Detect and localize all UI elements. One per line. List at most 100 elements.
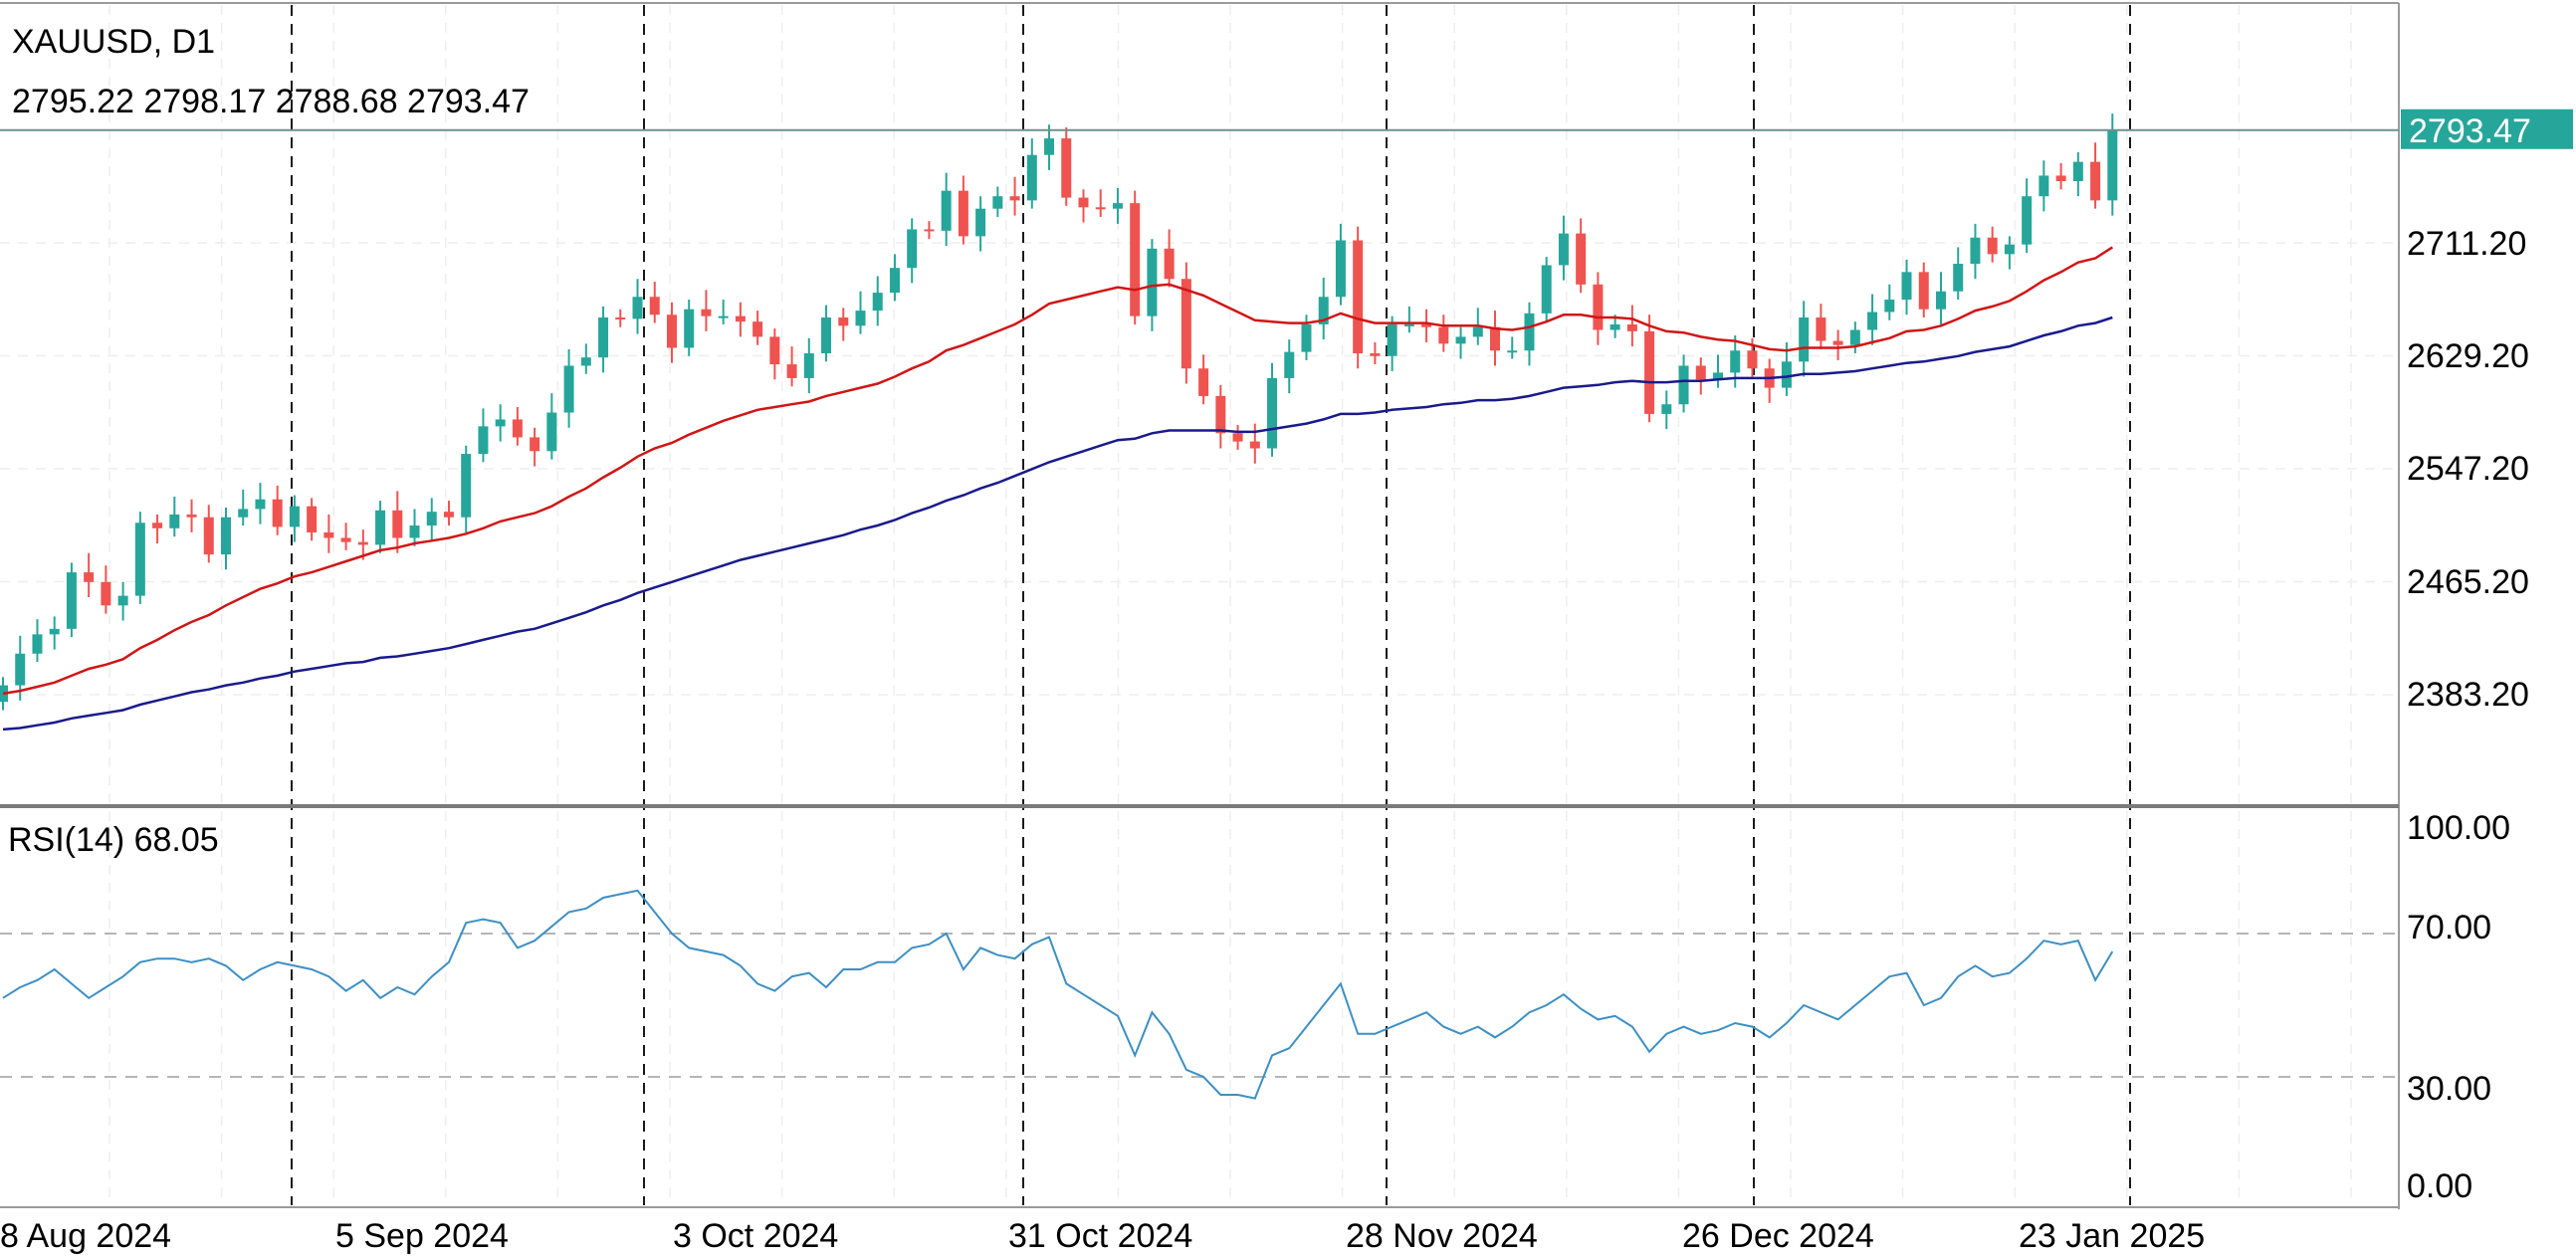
time-label: 8 Aug 2024 (0, 1217, 171, 1254)
bullish-candle (255, 499, 266, 510)
bullish-candle (1455, 336, 1466, 344)
rsi-line (2, 889, 2114, 1100)
ma-slow-line (2, 315, 2113, 732)
bearish-candle (958, 190, 968, 237)
time-label: 23 Jan 2025 (2019, 1217, 2205, 1254)
bearish-candle (1249, 441, 1260, 449)
bearish-candle (735, 315, 746, 322)
grid-lines (0, 5, 2399, 1205)
bullish-candle (1472, 326, 1483, 337)
moving-averages (2, 246, 2113, 732)
bearish-candle (924, 229, 935, 232)
bullish-candle (1970, 237, 1981, 265)
bearish-candle (272, 499, 283, 527)
bearish-candle (203, 517, 214, 555)
bullish-candle (1403, 323, 1414, 326)
bearish-candle (1576, 233, 1587, 285)
bearish-candle (1095, 207, 1106, 210)
bearish-candle (1421, 323, 1432, 327)
bullish-candle (1867, 312, 1878, 330)
bullish-candle (1781, 361, 1792, 388)
bullish-candle (2022, 196, 2033, 245)
bullish-candle (1935, 291, 1946, 310)
price-tick-label: 2465.20 (2407, 563, 2529, 601)
bullish-candle (426, 512, 437, 526)
bearish-candle (1490, 326, 1501, 351)
bullish-candle (1524, 313, 1535, 351)
bullish-candle (1026, 154, 1037, 201)
bearish-candle (357, 541, 368, 545)
time-label: 3 Oct 2024 (673, 1217, 838, 1254)
bullish-candle (1335, 240, 1346, 298)
bullish-candle (1799, 317, 1810, 362)
bullish-candle (546, 412, 557, 452)
bullish-candle (563, 365, 574, 413)
bullish-candle (2004, 244, 2015, 255)
bullish-candle (684, 309, 695, 348)
bearish-candle (649, 297, 660, 315)
bearish-candle (84, 572, 95, 582)
bullish-candle (855, 311, 866, 326)
bullish-candle (49, 628, 60, 635)
bullish-candle (134, 523, 145, 596)
bearish-candle (1644, 330, 1655, 414)
bearish-candle (1009, 196, 1020, 201)
bullish-candle (1541, 265, 1552, 314)
bearish-candle (512, 419, 523, 438)
bearish-candle (1215, 395, 1226, 434)
bullish-candle (169, 514, 180, 528)
price-tick-label: 2629.20 (2407, 337, 2529, 375)
bullish-candle (1301, 323, 1312, 352)
bullish-candle (992, 196, 1003, 209)
bearish-candle (443, 512, 454, 518)
bearish-candle (1164, 248, 1175, 280)
ma-fast-line (2, 246, 2113, 696)
bullish-candle (821, 317, 832, 354)
bullish-candle (975, 208, 986, 237)
price-tick-label: 2383.20 (2407, 676, 2529, 714)
bullish-candle (1661, 404, 1672, 414)
bullish-candle (1387, 323, 1397, 356)
bullish-candle (1884, 300, 1895, 313)
bullish-candle (889, 268, 900, 294)
bearish-candle (1695, 365, 1706, 380)
bearish-candle (1593, 284, 1604, 330)
bullish-candle (1044, 138, 1055, 155)
bullish-candle (495, 419, 506, 427)
bearish-candle (666, 315, 677, 348)
bullish-candle (1610, 323, 1620, 330)
bearish-candle (838, 317, 849, 326)
bearish-candle (2090, 161, 2101, 201)
bullish-candle (580, 357, 591, 366)
bearish-candle (530, 437, 540, 452)
current-price-label: 2793.47 (2409, 112, 2531, 150)
time-label: 31 Oct 2024 (1008, 1217, 1192, 1254)
rsi-axis: 100.00 70.00 30.00 0.00 (2407, 809, 2510, 1205)
bearish-candle (1832, 340, 1843, 345)
current-price-tag (2401, 108, 2573, 149)
bullish-candle (2107, 129, 2118, 201)
rsi-tick-label: 100.00 (2407, 809, 2510, 847)
bullish-candle (478, 426, 489, 455)
bearish-candle (152, 523, 163, 528)
bearish-candle (1370, 353, 1381, 356)
bullish-candle (1558, 233, 1569, 266)
time-label: 26 Dec 2024 (1682, 1217, 1874, 1254)
bearish-candle (186, 514, 197, 518)
symbol-title: XAUUSD, D1 (12, 23, 215, 61)
bullish-candle (1507, 350, 1518, 353)
bullish-candle (1318, 297, 1329, 324)
bullish-candle (1901, 272, 1912, 301)
bullish-candle (1730, 350, 1741, 373)
bearish-candle (323, 531, 334, 538)
bullish-candle (1953, 264, 1964, 292)
bearish-candle (340, 537, 351, 542)
price-tick-label: 2547.20 (2407, 450, 2529, 488)
bullish-candle (872, 293, 883, 312)
bullish-candle (1147, 248, 1158, 316)
bearish-candle (1198, 368, 1209, 396)
bullish-candle (2072, 161, 2083, 181)
candles (0, 113, 2118, 711)
bullish-candle (1267, 377, 1278, 449)
